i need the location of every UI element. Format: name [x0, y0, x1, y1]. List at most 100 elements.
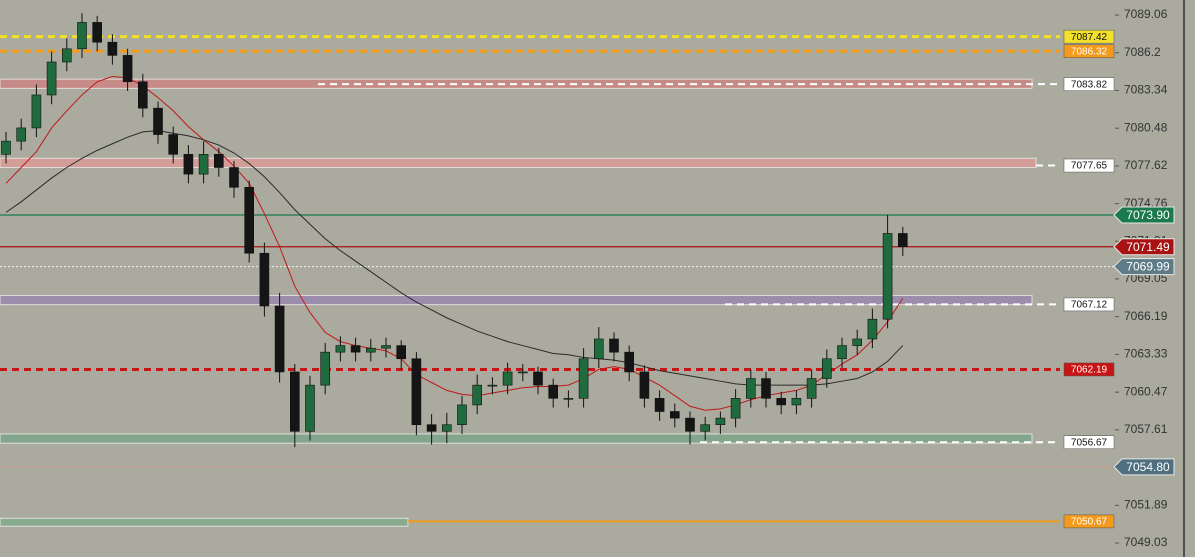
candle-body — [335, 345, 346, 353]
price-box — [1063, 514, 1115, 529]
y-tick-label: 7077.62 — [1124, 158, 1168, 172]
candle-body — [153, 107, 163, 135]
candle-body — [776, 398, 787, 406]
y-tick-label: 7080.48 — [1124, 120, 1168, 134]
price-tag — [1113, 458, 1175, 476]
candle-body — [122, 55, 133, 83]
y-tick-label: 7049.03 — [1124, 535, 1168, 549]
price-tag — [1113, 206, 1175, 224]
candle-body — [882, 233, 893, 320]
y-tick-label: 7051.89 — [1124, 497, 1168, 511]
candle-body — [593, 338, 604, 360]
y-tick-label: 7083.34 — [1124, 83, 1168, 97]
candle-body — [715, 417, 726, 426]
price-box-label: 7050.67 — [1071, 517, 1108, 528]
candle-body — [46, 61, 57, 96]
candle-body — [685, 417, 695, 432]
price-box — [1063, 297, 1115, 312]
candle-body — [396, 345, 407, 360]
candle-body — [1, 140, 11, 155]
candle-body — [624, 351, 635, 373]
candle-body — [897, 233, 908, 247]
candle-body — [16, 127, 27, 142]
candle-body — [289, 371, 300, 432]
candle-body — [867, 318, 878, 340]
candle-body — [426, 424, 437, 432]
y-tick-label: 7063.33 — [1124, 347, 1168, 361]
zone — [0, 433, 1033, 444]
candle-body — [381, 345, 391, 349]
price-box — [1063, 44, 1115, 58]
candle-body — [700, 424, 711, 432]
price-box — [1063, 77, 1115, 91]
candle-body — [198, 154, 209, 175]
candle-body — [791, 398, 802, 406]
candle-body — [639, 371, 650, 399]
candle-body — [563, 398, 574, 400]
price-tag-label: 7069.99 — [1126, 260, 1170, 274]
price-tag — [1113, 258, 1175, 276]
candle-body — [441, 424, 452, 432]
candle-body — [92, 22, 102, 43]
candle-body — [457, 404, 467, 426]
zone — [0, 157, 1037, 169]
candle-body — [259, 252, 270, 307]
price-tag-label: 7054.80 — [1126, 460, 1170, 474]
candle-body — [138, 81, 148, 109]
candle-body — [350, 345, 361, 353]
candle-body — [669, 411, 680, 419]
candle-body — [77, 22, 87, 50]
candle-body — [837, 345, 847, 360]
price-box — [1063, 158, 1115, 173]
candle-body — [821, 358, 832, 379]
price-box — [1063, 362, 1115, 377]
price-box-label: 7077.65 — [1071, 161, 1108, 172]
candle-body — [214, 154, 224, 168]
candle-body — [320, 351, 331, 386]
candle-body — [274, 305, 285, 373]
y-tick-label: 7060.47 — [1124, 384, 1168, 398]
price-box — [1063, 29, 1115, 44]
candle-body — [852, 338, 863, 346]
y-tick-label: 7074.76 — [1124, 196, 1168, 210]
candle-body — [61, 48, 72, 63]
price-box-label: 7067.12 — [1071, 300, 1108, 311]
y-tick-label: 7089.06 — [1124, 7, 1168, 21]
price-box-label: 7083.82 — [1071, 79, 1108, 90]
candle-body — [745, 378, 756, 399]
candle-body — [533, 371, 543, 386]
candle-body — [244, 186, 254, 254]
candle-body — [654, 398, 665, 412]
y-tick-label: 7057.61 — [1124, 422, 1168, 436]
candle-body — [305, 384, 315, 432]
candle-body — [168, 134, 178, 155]
price-tag — [1113, 238, 1175, 256]
price-box-label: 7056.67 — [1071, 437, 1108, 448]
candle-body — [517, 371, 528, 374]
candle-body — [806, 378, 817, 399]
candle-body — [761, 378, 771, 399]
candle-body — [183, 154, 194, 175]
zone — [0, 517, 409, 527]
y-tick-label: 7086.2 — [1124, 45, 1161, 59]
candle-body — [487, 384, 498, 387]
price-box — [1063, 435, 1115, 449]
candle-body — [502, 371, 513, 386]
y-tick-label: 7066.19 — [1124, 309, 1168, 323]
candle-body — [411, 358, 422, 426]
price-tag-label: 7073.90 — [1126, 208, 1170, 222]
candle-body — [365, 347, 376, 353]
zone — [0, 294, 1033, 306]
price-box-label: 7062.19 — [1071, 365, 1108, 376]
candle-body — [609, 338, 619, 353]
price-box-label: 7087.42 — [1071, 32, 1108, 43]
price-tag-label: 7071.49 — [1126, 240, 1170, 254]
moving-average — [5, 75, 904, 411]
candle-body — [107, 41, 118, 56]
candle-body — [730, 398, 741, 419]
candle-body — [229, 167, 239, 188]
candle-body — [472, 384, 483, 406]
candle-body — [31, 94, 42, 129]
